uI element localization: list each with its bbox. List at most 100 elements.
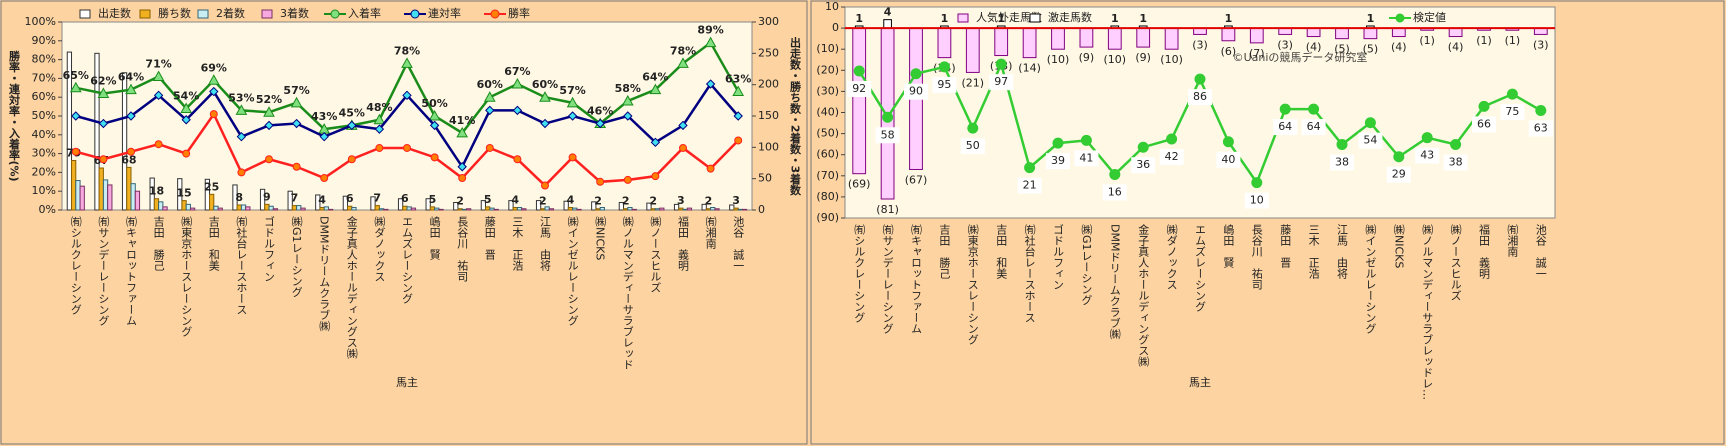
y2-tick-label: 300 xyxy=(758,15,779,28)
data-label: 2 xyxy=(649,195,657,208)
data-label: 71% xyxy=(145,58,171,71)
x-tick-label: 吉田 勝己 xyxy=(938,224,951,279)
label-bg xyxy=(1017,177,1042,194)
data-label: 50% xyxy=(421,97,447,110)
marker xyxy=(651,172,660,181)
data-label: (7) xyxy=(1249,47,1265,60)
bar xyxy=(705,208,712,211)
bar xyxy=(217,207,223,211)
data-label: 1 xyxy=(941,12,949,25)
data-label: 38 xyxy=(1335,155,1349,168)
bar xyxy=(94,52,100,211)
data-label: 42 xyxy=(1165,150,1179,163)
marker xyxy=(125,83,137,95)
y-tick-label: 20% xyxy=(32,165,56,178)
bar xyxy=(508,200,514,211)
marker xyxy=(375,143,384,152)
bar xyxy=(268,205,274,211)
data-label: 2 xyxy=(539,195,547,208)
x-tick-label: ㈱NICKS xyxy=(1392,224,1405,269)
marker xyxy=(734,136,743,145)
x-tick-label: 吉田 勝己 xyxy=(152,216,165,271)
bar xyxy=(162,206,168,211)
marker xyxy=(566,96,579,108)
y-tick-label: 10% xyxy=(32,184,56,197)
data-label: 7 xyxy=(373,192,381,205)
marker xyxy=(705,79,716,89)
x-tick-label: エムズレーシング xyxy=(1194,224,1207,312)
bar xyxy=(406,206,412,211)
legend-label: 検定値 xyxy=(1413,10,1446,24)
bar xyxy=(572,207,578,211)
data-label: 58 xyxy=(881,128,895,141)
data-label: 92 xyxy=(852,82,866,95)
x-tick-label: ㈱G1レーシング xyxy=(290,216,303,298)
bar xyxy=(315,194,321,211)
marker xyxy=(706,164,715,173)
bar xyxy=(682,208,688,211)
x-tick-label: DMMドリームクラブ㈱ xyxy=(318,216,331,331)
marker xyxy=(320,174,329,183)
data-label: 1 xyxy=(1367,12,1375,25)
bar xyxy=(678,207,684,211)
bar xyxy=(627,206,633,211)
marker xyxy=(403,143,411,152)
label-bg xyxy=(875,127,900,144)
bar xyxy=(714,208,720,211)
data-label: (3) xyxy=(1277,38,1293,51)
data-label: 65% xyxy=(63,69,89,82)
label-bg xyxy=(847,80,872,97)
data-label: 4 xyxy=(884,6,892,19)
marker xyxy=(182,149,191,158)
bar xyxy=(461,208,467,211)
x-tick-label: 吉田 和美 xyxy=(995,224,1008,279)
x-tick-label: ㈲サンデーレーシング xyxy=(881,224,894,334)
bar xyxy=(485,206,491,211)
label-bg xyxy=(1330,154,1354,171)
x-tick-label: ㈲シルクレーシング xyxy=(69,216,82,315)
marker xyxy=(995,58,1007,70)
bar xyxy=(300,207,306,211)
data-label: 89% xyxy=(697,24,723,37)
data-label: 54% xyxy=(173,89,199,102)
x-tick-label: ㈱ダノックス xyxy=(1165,224,1178,290)
bar xyxy=(272,208,279,211)
bar xyxy=(434,207,440,211)
y-axis-title: 勝率・連対率・入着率(%) xyxy=(8,49,22,181)
y-tick-label: (60) xyxy=(816,148,839,161)
data-label: 64% xyxy=(118,71,144,84)
marker xyxy=(99,155,108,164)
bar xyxy=(650,208,656,211)
bar xyxy=(1022,27,1037,59)
data-label: 2 xyxy=(705,195,713,208)
legend-swatch xyxy=(139,9,151,19)
y-tick-label: 50% xyxy=(32,109,56,122)
data-label: 60% xyxy=(532,78,558,91)
data-label: 86 xyxy=(1193,90,1207,103)
x-tick-label: 江馬 由将 xyxy=(1336,224,1349,279)
data-label: 8 xyxy=(235,191,243,204)
bar xyxy=(181,200,187,211)
marker xyxy=(264,120,274,131)
bar xyxy=(107,184,113,211)
bar xyxy=(245,206,251,211)
marker xyxy=(1194,73,1206,85)
y-tick-label: 30% xyxy=(32,147,56,160)
x-tick-label: ㈱NICKS xyxy=(594,216,607,261)
data-label: (5) xyxy=(1363,43,1379,56)
marker xyxy=(485,143,494,152)
bar xyxy=(79,185,85,211)
bar xyxy=(544,206,550,211)
marker xyxy=(595,118,605,129)
marker xyxy=(1535,104,1547,116)
data-label: 63% xyxy=(725,73,751,86)
watermark: ©Uaniの競馬データ研究室 xyxy=(1233,50,1368,64)
bar xyxy=(457,208,463,211)
y2-tick-label: 200 xyxy=(758,78,779,91)
bar xyxy=(453,201,459,211)
bar xyxy=(540,208,546,211)
bar xyxy=(535,200,542,211)
marker xyxy=(513,155,522,164)
bar xyxy=(1306,27,1321,38)
